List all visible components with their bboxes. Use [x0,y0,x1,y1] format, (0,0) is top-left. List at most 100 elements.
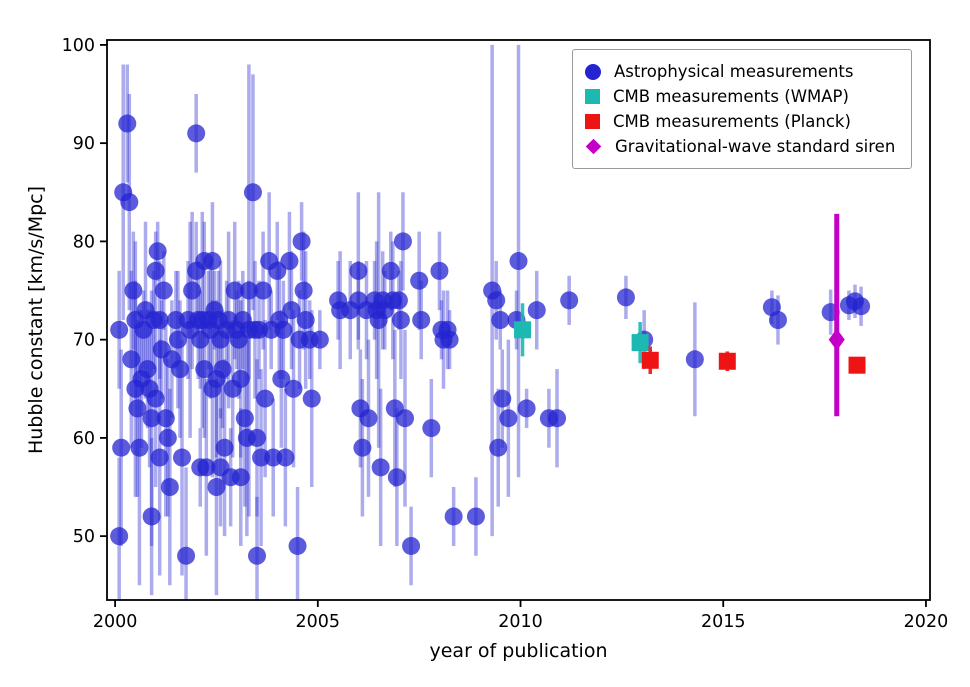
data-point [466,507,485,526]
data-point [430,261,449,280]
data-point [509,252,528,271]
plot-border [106,39,931,601]
data-point [387,468,406,487]
data-point [124,281,143,300]
data-point [248,428,267,447]
legend-item-planck: CMB measurements (Planck) [585,109,895,134]
series-3 [828,213,845,417]
data-point [272,369,291,388]
data-point [353,438,372,457]
data-point [381,261,400,280]
data-point [852,297,871,316]
data-point [110,527,129,546]
data-point [393,232,412,251]
data-point [274,320,293,339]
data-point [239,281,258,300]
data-point [493,389,512,408]
series-0 [110,44,871,600]
data-point [489,438,508,457]
data-point [412,311,431,329]
data-point [284,379,303,398]
y-tick-label: 60 [73,429,95,449]
data-point [548,409,567,428]
x-tick-label: 2015 [701,612,746,632]
x-tick-label: 2010 [498,612,543,632]
data-point [183,281,202,300]
data-point [616,288,635,307]
plot-area [110,44,871,600]
data-point [243,183,262,202]
series-1 [514,303,649,364]
data-point [828,328,845,351]
data-point [156,409,175,428]
data-point [641,351,659,369]
data-point [491,311,510,329]
x-tick-label: 2005 [296,612,341,632]
data-point [359,409,378,428]
data-point [294,281,313,300]
data-point [197,458,216,477]
x-tick-label: 2000 [93,612,138,632]
data-point [142,409,161,428]
data-point [276,448,295,467]
data-point [391,311,410,329]
data-point [148,242,167,261]
data-point [128,399,147,418]
data-point [848,356,866,374]
data-point [207,478,226,497]
legend-item-astrophysical: Astrophysical measurements [585,59,895,84]
y-tick-label: 90 [73,134,95,154]
data-point [150,311,169,329]
data-point [203,252,222,271]
data-point [138,360,157,379]
data-point [195,360,214,379]
legend-label: CMB measurements (WMAP) [613,87,849,106]
data-point [235,409,254,428]
data-point [440,330,459,349]
legend-item-wmap: CMB measurements (WMAP) [585,84,895,109]
data-point [225,281,244,300]
data-point [499,409,518,428]
data-point [173,448,192,467]
data-point [768,311,787,329]
data-point [110,320,129,339]
legend: Astrophysical measurements CMB measureme… [572,49,913,169]
data-point [112,438,131,457]
legend-label: Astrophysical measurements [614,62,854,81]
data-point [395,409,414,428]
data-point [514,321,532,339]
y-axis-label: Hubble constant [km/s/Mpc] [25,185,47,455]
data-point [154,281,173,300]
data-point [487,291,506,310]
data-point [215,438,234,457]
data-point [231,369,250,388]
diamond-marker-icon [585,138,602,155]
circle-marker-icon [585,63,601,80]
data-point [631,334,649,352]
data-point [349,261,368,280]
data-point [146,261,165,280]
data-point [254,281,273,300]
data-point [120,193,139,212]
data-point [718,352,736,370]
data-point [685,350,704,369]
legend-item-gravitational-wave: Gravitational-wave standard siren [585,134,895,159]
square-marker-icon [585,89,600,104]
data-point [296,311,315,329]
data-point [122,350,141,369]
data-point [282,301,301,320]
data-point [302,389,321,408]
legend-label: Gravitational-wave standard siren [615,137,896,156]
data-point [444,507,463,526]
y-tick-label: 50 [73,527,95,547]
data-point [168,330,187,349]
data-point [310,330,329,349]
legend-label: CMB measurements (Planck) [613,112,851,131]
data-point [389,291,408,310]
data-point [170,360,189,379]
data-point [177,546,196,565]
data-point [160,478,179,497]
data-point [256,389,275,408]
